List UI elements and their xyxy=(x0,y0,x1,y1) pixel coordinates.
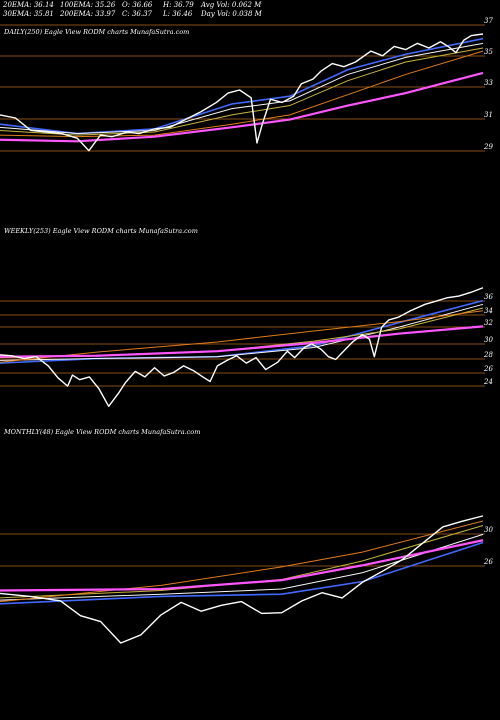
ema200-label: 200EMA: 33.97 xyxy=(60,10,116,18)
close-label: C: 36.37 xyxy=(122,10,152,18)
y-tick-label: 37 xyxy=(484,17,493,25)
ma-line xyxy=(0,42,484,135)
y-tick-label: 36 xyxy=(484,293,493,301)
y-tick-label: 30 xyxy=(484,336,493,344)
y-tick-label: 33 xyxy=(484,79,493,87)
ma-line xyxy=(0,541,484,605)
ema100-label: 100EMA: 35.26 xyxy=(60,1,116,9)
ema30-label: 30EMA: 35.81 xyxy=(3,10,54,18)
chart-header: 20EMA: 36.14 100EMA: 35.26 O: 36.66 H: 3… xyxy=(0,0,500,20)
y-tick-label: 34 xyxy=(484,307,493,315)
ma-line xyxy=(0,524,484,599)
panel-label: DAILY(250) Eagle View RODM charts Munafa… xyxy=(3,28,189,36)
low-label: L: 36.46 xyxy=(163,10,193,18)
panel-label: WEEKLY(253) Eagle View RODM charts Munaf… xyxy=(4,227,198,235)
y-tick-label: 26 xyxy=(483,558,493,566)
ma-line xyxy=(0,303,484,361)
panel-label: MONTHLY(48) Eagle View RODM charts Munaf… xyxy=(3,428,200,436)
ma-line xyxy=(0,310,484,363)
y-tick-label: 31 xyxy=(484,111,493,119)
price-line xyxy=(0,287,484,408)
day-vol-label: Day Vol: 0.038 M xyxy=(201,10,262,18)
y-tick-label: 28 xyxy=(483,351,493,359)
ma-line xyxy=(0,50,484,138)
ma-line xyxy=(0,539,484,592)
ma-line xyxy=(0,47,484,136)
y-tick-label: 32 xyxy=(484,319,493,327)
ma-line xyxy=(0,520,484,603)
avg-vol-label: Avg Vol: 0.062 M xyxy=(201,1,262,9)
y-tick-label: 29 xyxy=(483,143,493,151)
y-tick-label: 24 xyxy=(483,378,493,386)
price-line xyxy=(0,33,484,152)
y-tick-label: 35 xyxy=(484,48,493,56)
ema20-label: 20EMA: 36.14 xyxy=(3,1,54,9)
open-label: O: 36.66 xyxy=(122,1,153,9)
ma-line xyxy=(0,71,484,143)
y-tick-label: 26 xyxy=(483,365,493,373)
high-label: H: 36.79 xyxy=(163,1,194,9)
price-line xyxy=(0,515,484,644)
y-tick-label: 30 xyxy=(484,526,493,534)
ma-line xyxy=(0,325,484,358)
